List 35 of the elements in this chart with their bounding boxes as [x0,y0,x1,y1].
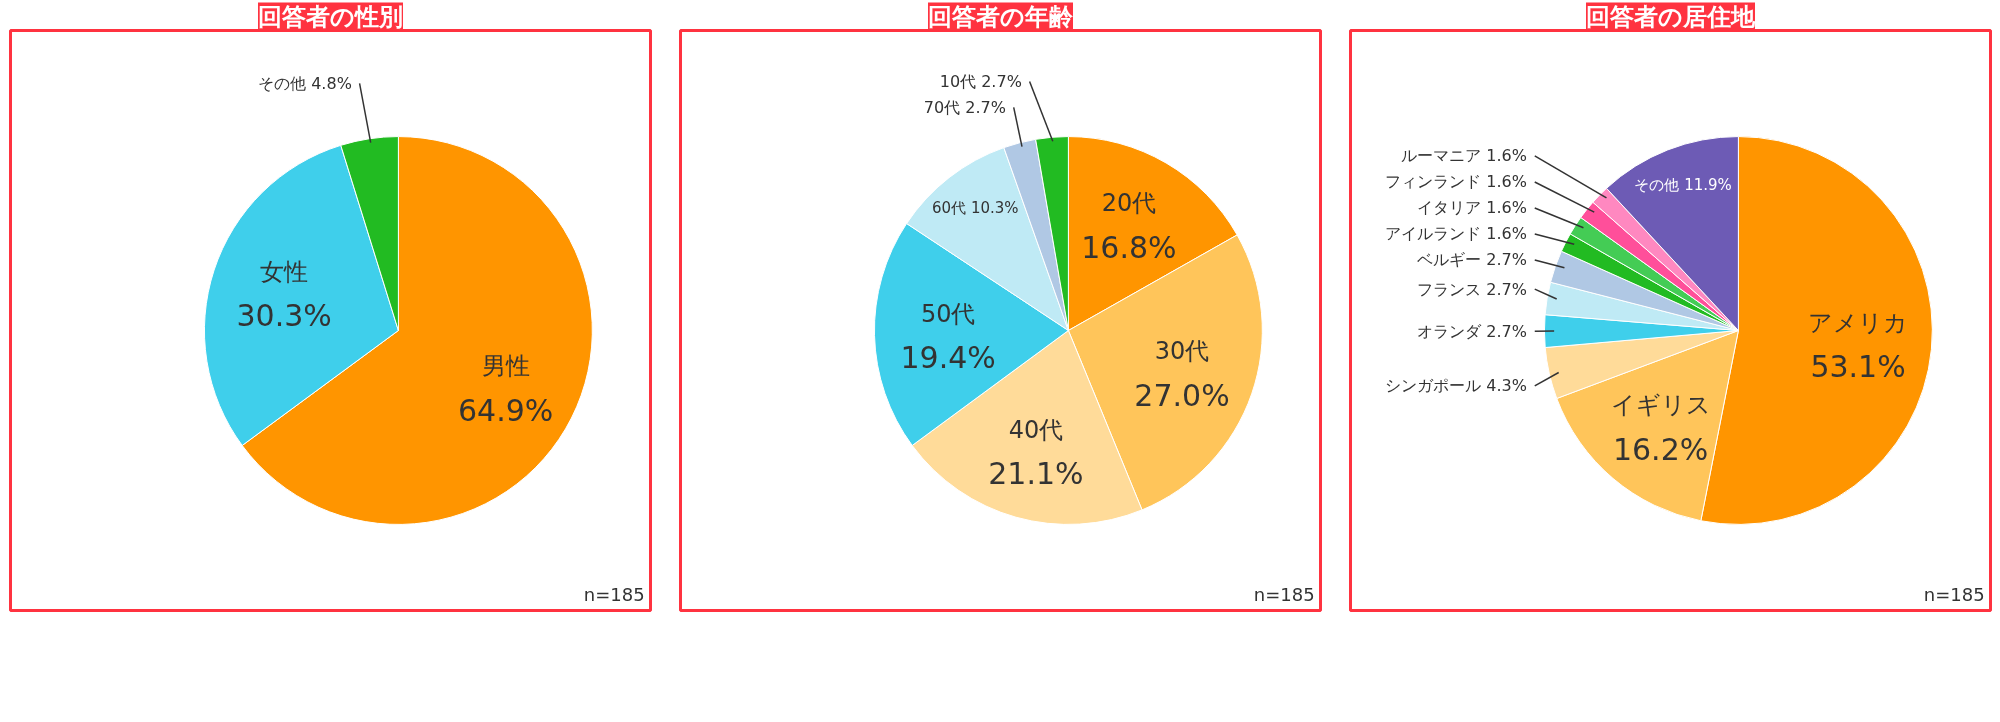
slice-label: ベルギー 2.7% [1417,250,1527,270]
chart-title: 回答者の性別 [258,2,403,31]
data-label: 27.0% [1134,377,1230,413]
slice-label: オランダ 2.7% [1417,321,1527,341]
slice-label: フランス 2.7% [1417,279,1527,299]
slice-label: イタリア 1.6% [1417,198,1527,218]
slice-label: その他 4.8% [258,73,352,93]
slice-label: アイルランド 1.6% [1385,224,1527,244]
chart-title: 回答者の年齢 [928,2,1074,31]
slice-label: 50代 [920,299,976,328]
slice-label: 60代 10.3% [932,198,1019,217]
slice-label: シンガポール 4.3% [1385,376,1527,396]
data-label: 30.3% [236,298,332,334]
data-label: 21.1% [988,456,1084,492]
data-label: 53.1% [1810,349,1906,385]
data-label: 16.2% [1612,431,1709,467]
slice-label: イギリス [1610,391,1711,420]
slice-label: フィンランド 1.6% [1385,172,1527,192]
slice-label: 10代 2.7% [939,71,1022,91]
chart-title: 回答者の居住地 [1586,2,1756,31]
data-label: 16.8% [1081,229,1177,265]
slice-label: アメリカ [1808,308,1909,337]
slice-label: 男性 [481,352,530,381]
slice-label: 70代 2.7% [923,97,1006,117]
slice-label: 40代 [1008,415,1064,444]
text: n=185 [583,583,645,605]
slice-label: ルーマニア 1.6% [1401,146,1527,166]
slice-label: 30代 [1154,337,1210,366]
slice-label: 20代 [1101,189,1157,218]
text: n=185 [1253,583,1315,605]
slice-label: その他 11.9% [1634,176,1732,195]
data-label: 19.4% [900,340,996,376]
data-label: 64.9% [458,392,554,428]
text: n=185 [1923,583,1985,605]
slice-label: 女性 [260,257,309,286]
